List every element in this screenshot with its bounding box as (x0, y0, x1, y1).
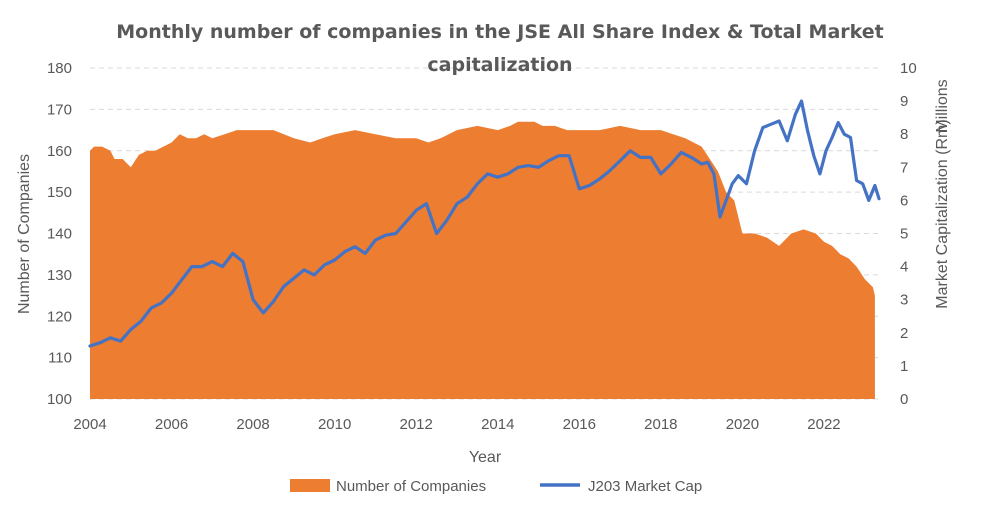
y-right-tick-label: 2 (900, 325, 908, 342)
x-tick-label: 2018 (644, 416, 677, 433)
y-left-tick-label: 100 (47, 391, 72, 408)
x-tick-label: 2006 (155, 416, 188, 433)
x-tick-label: 2010 (318, 416, 351, 433)
y-left-tick-label: 140 (47, 226, 72, 243)
x-tick-label: 2008 (236, 416, 269, 433)
x-tick-label: 2020 (726, 416, 759, 433)
y-left-tick-label: 180 (47, 60, 72, 77)
companies-area (90, 121, 875, 400)
y-left-tick-label: 170 (47, 101, 72, 118)
y-right-tick-label: 4 (900, 259, 908, 276)
chart-title-line-1: Monthly number of companies in the JSE A… (116, 21, 883, 43)
y-left-axis-title: Number of Companies (16, 154, 33, 314)
y-right-tick-label: 6 (900, 192, 908, 209)
legend-label-companies: Number of Companies (336, 478, 486, 495)
y-left-tick-label: 120 (47, 308, 72, 325)
x-tick-label: 2012 (400, 416, 433, 433)
y-right-axis-units: Millions (934, 79, 951, 132)
x-tick-label: 2014 (481, 416, 514, 433)
y-left-tick-label: 150 (47, 184, 72, 201)
x-tick-label: 2022 (807, 416, 840, 433)
x-axis-title: Year (469, 449, 502, 466)
market-cap-line-layer (88, 99, 881, 348)
x-tick-label: 2016 (563, 416, 596, 433)
legend-label-market-cap: J203 Market Cap (588, 478, 702, 495)
y-left-tick-label: 110 (48, 350, 72, 367)
chart-title-line-2: capitalization (427, 54, 572, 76)
y-right-tick-label: 5 (900, 226, 908, 243)
market-cap-line (88, 99, 881, 348)
x-tick-label: 2004 (73, 416, 106, 433)
y-right-tick-label: 8 (900, 126, 908, 143)
y-left-tick-label: 130 (47, 267, 72, 284)
y-right-tick-label: 10 (900, 60, 917, 77)
legend-swatch-companies (290, 479, 330, 492)
legend: Number of Companies J203 Market Cap (290, 478, 702, 495)
y-right-axis-title: Market Capitalization (Rm) (934, 119, 951, 308)
tick-labels: 100 110 120 130 140 150 160 170 180 0 1 2 3 4 5 6 7 8 9 10 2… (47, 60, 917, 433)
y-right-tick-label: 3 (900, 292, 908, 309)
y-right-tick-label: 0 (900, 391, 908, 408)
y-right-tick-label: 1 (900, 358, 908, 375)
y-left-tick-label: 160 (47, 143, 72, 160)
companies-area-layer (90, 121, 875, 400)
y-right-tick-label: 9 (900, 93, 908, 110)
y-right-tick-label: 7 (900, 159, 908, 176)
